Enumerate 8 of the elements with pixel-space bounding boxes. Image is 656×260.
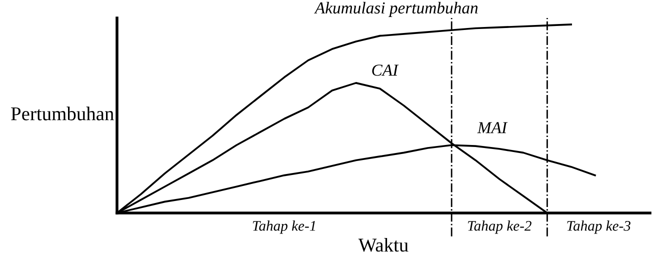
- text: Tahap ke-3: [567, 220, 630, 234]
- series-label: MAI: [477, 122, 508, 134]
- text: Tahap ke-1: [252, 220, 316, 234]
- y-axis-title: Pertumbuhan: [11, 106, 114, 120]
- x-axis-title: Waktu: [358, 238, 408, 252]
- series-label: CAI: [372, 64, 399, 76]
- series-label: Akumulasi pertumbuhan: [314, 2, 478, 17]
- text: Tahap ke-2: [468, 220, 532, 234]
